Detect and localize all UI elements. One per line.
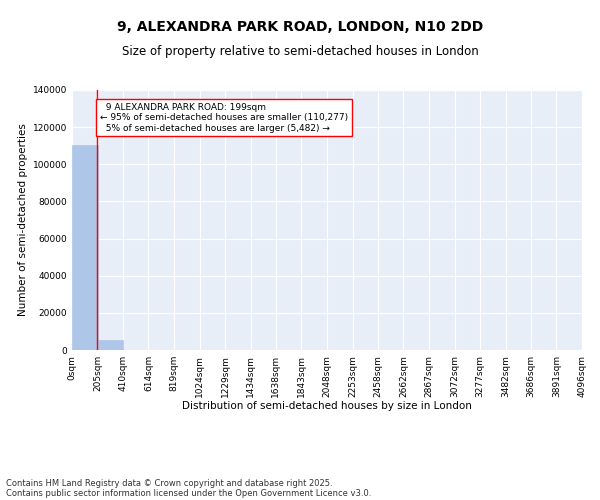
Bar bbox=[72, 145, 98, 350]
X-axis label: Distribution of semi-detached houses by size in London: Distribution of semi-detached houses by … bbox=[182, 401, 472, 411]
Y-axis label: Number of semi-detached properties: Number of semi-detached properties bbox=[19, 124, 28, 316]
Text: Contains HM Land Registry data © Crown copyright and database right 2025.: Contains HM Land Registry data © Crown c… bbox=[6, 478, 332, 488]
Text: 9, ALEXANDRA PARK ROAD, LONDON, N10 2DD: 9, ALEXANDRA PARK ROAD, LONDON, N10 2DD bbox=[117, 20, 483, 34]
Bar bbox=[98, 340, 123, 350]
Text: Contains public sector information licensed under the Open Government Licence v3: Contains public sector information licen… bbox=[6, 488, 371, 498]
Text: 9 ALEXANDRA PARK ROAD: 199sqm
← 95% of semi-detached houses are smaller (110,277: 9 ALEXANDRA PARK ROAD: 199sqm ← 95% of s… bbox=[100, 103, 348, 133]
Text: Size of property relative to semi-detached houses in London: Size of property relative to semi-detach… bbox=[122, 45, 478, 58]
